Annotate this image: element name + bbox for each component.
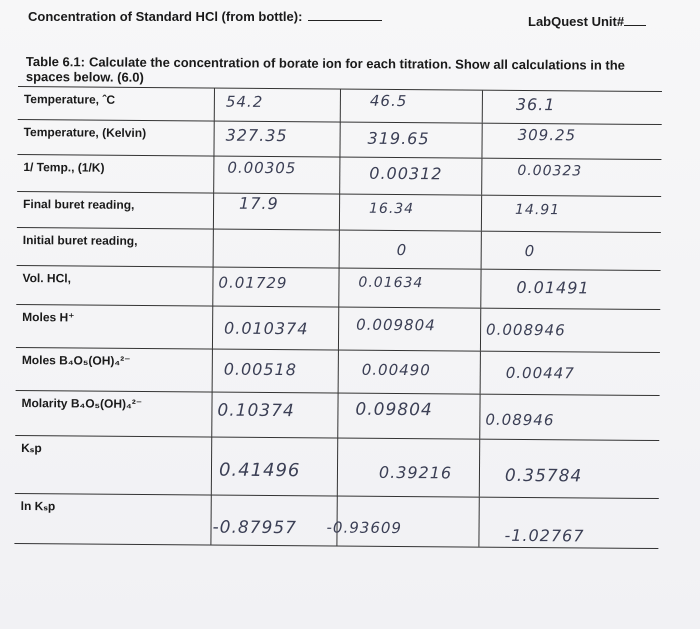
concentration-header: Concentration of Standard HCl (from bott… [28,8,383,24]
handwritten-value: 14.91 [514,201,561,219]
handwritten-value: 0.00447 [505,363,575,383]
unit-label: LabQuest Unit# [528,14,625,29]
table-row: 1/ Temp., (1/K) 0.00305 0.00312 0.00323 [17,153,662,197]
handwritten-value: 0.00518 [223,359,298,380]
handwritten-value: 0.09804 [355,399,433,421]
handwritten-value: 0 [524,241,536,261]
row-label: Moles B₄O₅(OH)₄²⁻ [21,353,131,368]
row-label: Final buret reading, [23,197,135,212]
column-divider [213,88,215,121]
column-divider [479,308,482,351]
column-divider [210,437,213,495]
table-row: Temperature, ˆC 54.2 46.5 36.1 [17,86,662,125]
handwritten-value: 327.35 [225,125,288,146]
column-divider [480,195,483,231]
handwritten-value: 0.10374 [217,400,295,422]
caption-text: Calculate the concentration of borate io… [25,54,625,85]
table-row: Temperature, (Kelvin) 327.35 319.65 309.25 [17,118,662,160]
row-label: Temperature, ˆC [23,92,116,107]
handwritten-value: 319.65 [367,128,430,149]
column-divider [479,394,481,439]
column-divider [337,393,339,438]
handwritten-value: -1.02767 [504,525,585,546]
handwritten-value: -0.87957 [212,517,298,539]
column-divider [339,157,341,194]
row-label: Moles H⁺ [22,310,75,325]
handwritten-value: 0.009804 [356,315,436,335]
row-label: Initial buret reading, [22,233,138,248]
handwritten-value: 0.010374 [224,318,309,339]
table-row: Vol. HCl, 0.01729 0.01634 0.01491 [16,264,661,310]
handwritten-value: 36.1 [515,94,556,115]
table-row: Final buret reading, 17.9 16.34 14.91 [16,190,662,233]
column-divider [479,351,481,394]
handwritten-value: 0.08946 [485,410,555,430]
row-label: Molarity B₄O₅(OH)₄²⁻ [21,396,143,411]
table-number: Table 6.1: [25,54,86,70]
row-label: Kₛp [21,441,42,456]
column-divider [212,267,214,306]
column-divider [336,438,339,496]
handwritten-value: 0.008946 [486,320,566,340]
column-divider [212,229,214,267]
handwritten-value: 0.39216 [378,462,453,483]
table-row: ln Kₛp -0.87957 -0.93609 -1.02767 [14,492,659,550]
concentration-label: Concentration of Standard HCl (from bott… [28,9,303,24]
column-divider [480,269,482,308]
handwritten-value: 0.01729 [218,273,288,293]
handwritten-value: 16.34 [368,200,415,218]
column-divider [338,230,340,268]
handwritten-value: 0.00305 [227,158,297,178]
row-label: Vol. HCl, [22,271,71,286]
column-divider [211,306,214,349]
row-label: ln Kₛp [20,499,56,514]
table-caption: Table 6.1: Calculate the concentration of… [26,54,666,88]
column-divider [211,392,213,437]
column-divider [481,158,483,195]
handwritten-value: 54.2 [225,92,264,111]
handwritten-value: 17.9 [239,193,279,214]
concentration-blank [308,8,383,21]
column-divider [480,231,482,269]
column-divider [481,90,483,123]
handwritten-value: 0.01491 [516,277,590,298]
column-divider [213,121,215,156]
handwritten-value: 0.00323 [517,162,583,180]
data-table: Temperature, ˆC 54.2 46.5 36.1 Temperature, … [14,86,662,589]
column-divider [338,268,340,307]
column-divider [211,349,213,392]
handwritten-value: 309.25 [517,125,577,145]
table-row: Molarity B₄O₅(OH)₄²⁻ 0.10374 0.09804 0.0894… [15,389,660,441]
handwritten-value: 0.41496 [218,459,301,482]
handwritten-value: -0.93609 [326,518,403,538]
column-divider [339,122,341,157]
unit-header: LabQuest Unit# [528,13,647,29]
column-divider [337,350,339,393]
row-label: 1/ Temp., (1/K) [23,160,105,175]
unit-blank [624,13,647,26]
column-divider [213,156,215,193]
handwritten-value: 46.5 [369,91,408,111]
handwritten-value: 0.35784 [504,465,583,487]
row-label: Temperature, (Kelvin) [23,125,147,141]
handwritten-value: 0.00490 [361,360,431,380]
handwritten-value: 0.01634 [358,274,424,292]
table-row: Initial buret reading, 0 0 [16,226,661,271]
table-row: Kₛp 0.41496 0.39216 0.35784 [14,434,660,499]
column-divider [478,439,481,497]
column-divider [478,497,480,547]
handwritten-value: 0.00312 [369,163,443,184]
column-divider [212,193,215,229]
column-divider [339,89,341,122]
column-divider [481,123,483,158]
table-row: Moles H⁺ 0.010374 0.009804 0.008946 [15,303,661,353]
column-divider [337,307,340,350]
handwritten-value: 0 [396,240,408,260]
table-row: Moles B₄O₅(OH)₄²⁻ 0.00518 0.00490 0.00447 [15,346,660,396]
column-divider [338,194,341,230]
